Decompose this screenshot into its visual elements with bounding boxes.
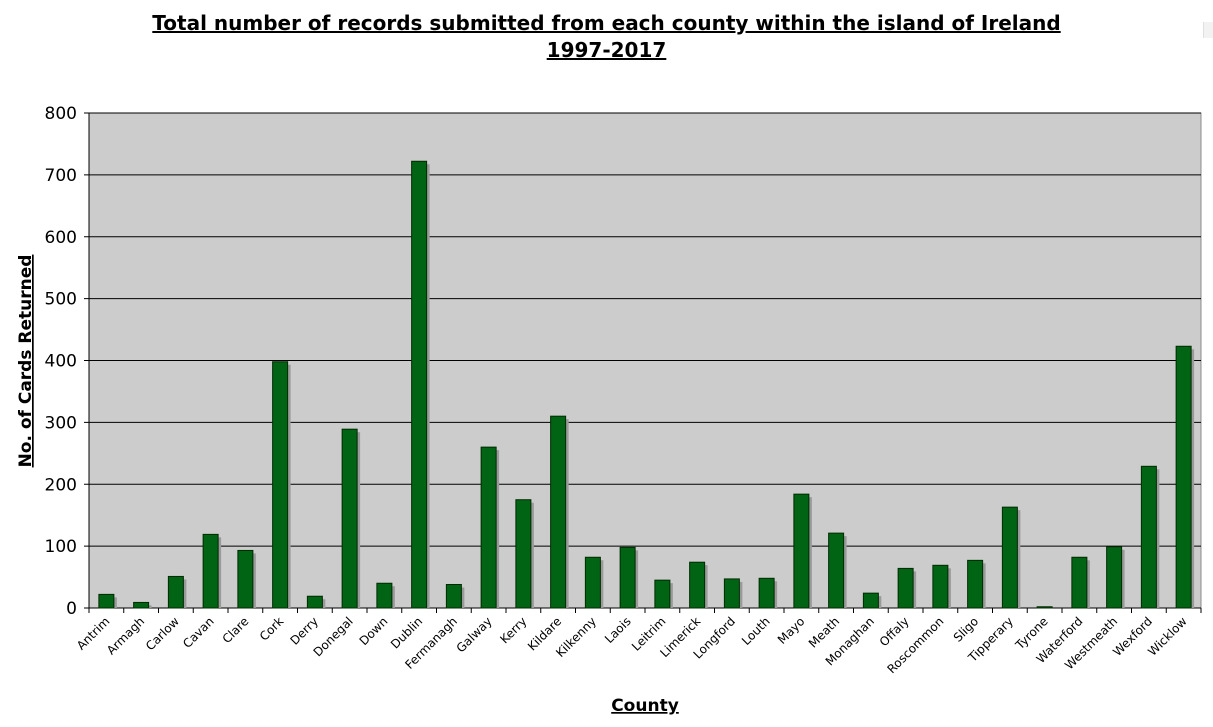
x-tick-label: Cavan	[180, 614, 217, 651]
x-tick-label: Galway	[454, 614, 495, 655]
y-tick-label: 600	[45, 228, 77, 248]
x-tick-label: Laois	[602, 614, 634, 646]
bar	[341, 428, 358, 609]
bar	[1175, 345, 1192, 609]
y-tick-label: 800	[45, 104, 77, 124]
y-tick-label: 300	[45, 413, 77, 433]
bar	[897, 567, 914, 609]
bar	[1001, 506, 1018, 609]
x-tick-label: Sligo	[951, 614, 982, 645]
bar	[1106, 546, 1123, 609]
x-tick-label: Cork	[257, 614, 286, 643]
bar	[619, 546, 636, 609]
chart-title-line-2: 1997-2017	[546, 38, 667, 62]
bar	[654, 579, 671, 609]
bar	[480, 446, 497, 609]
bar	[98, 593, 115, 609]
bar	[1140, 465, 1157, 609]
chart-title: Total number of records submitted from e…	[0, 10, 1213, 64]
bar	[1071, 556, 1088, 609]
y-axis-label: No. of Cards Returned	[16, 255, 36, 468]
x-tick-label: Derry	[287, 614, 321, 648]
bar	[515, 499, 532, 609]
bar	[237, 549, 254, 609]
bar	[723, 578, 740, 609]
bar	[272, 361, 289, 609]
bar	[133, 601, 150, 609]
bar	[967, 559, 984, 609]
plot-area: 0100200300400500600700800AntrimArmaghCar…	[45, 104, 1202, 676]
x-tick-label: Down	[357, 614, 391, 648]
bar	[445, 583, 462, 609]
bar	[376, 582, 393, 609]
bar	[584, 556, 601, 609]
x-tick-label: Clare	[220, 614, 252, 646]
x-tick-label: Louth	[739, 614, 773, 648]
bar	[793, 493, 810, 609]
chart-title-line-1: Total number of records submitted from e…	[152, 11, 1061, 35]
y-tick-label: 400	[45, 352, 77, 372]
x-tick-label: Kerry	[497, 614, 529, 646]
bar	[1036, 606, 1053, 609]
x-tick-label: Mayo	[775, 614, 808, 647]
x-axis-label: County	[611, 696, 679, 716]
bar	[202, 533, 219, 609]
bar	[411, 160, 428, 609]
y-tick-label: 0	[66, 599, 77, 619]
y-tick-label: 200	[45, 475, 77, 495]
bar	[167, 575, 184, 609]
y-tick-label: 500	[45, 290, 77, 310]
x-tick-label: Armagh	[104, 614, 147, 657]
y-tick-label: 100	[45, 537, 77, 557]
bar	[828, 532, 845, 609]
bar	[306, 595, 323, 609]
bar	[550, 415, 567, 609]
bar	[932, 564, 949, 609]
x-tick-label: Carlow	[143, 614, 182, 653]
x-tick-label: Wicklow	[1145, 614, 1190, 659]
bar	[862, 592, 879, 609]
bar	[758, 577, 775, 609]
scrollbar-stub[interactable]	[1203, 22, 1213, 38]
y-tick-label: 700	[45, 166, 77, 186]
bar	[689, 561, 706, 609]
